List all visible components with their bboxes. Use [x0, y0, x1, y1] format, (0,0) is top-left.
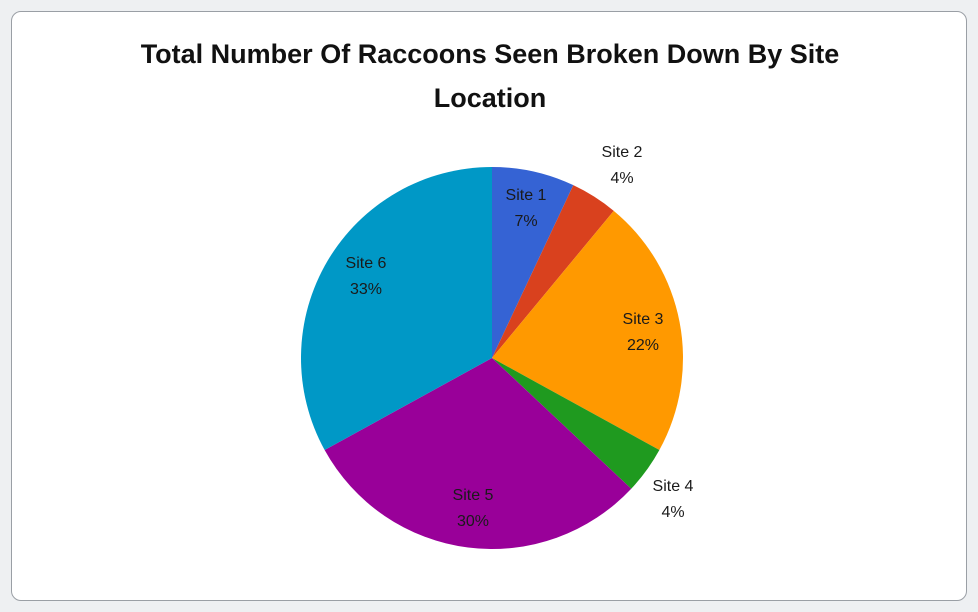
data-label-name-site-4: Site 4 — [653, 478, 694, 495]
data-label-name-site-1: Site 1 — [506, 187, 547, 204]
pie-slice-site-5 — [324, 358, 632, 549]
data-label-percent-site-6: 33% — [350, 281, 382, 298]
data-label-name-site-3: Site 3 — [623, 311, 664, 328]
pie-slice-site-1 — [492, 167, 574, 358]
pie-slice-site-6 — [301, 167, 492, 451]
data-label-name-site-5: Site 5 — [453, 487, 494, 504]
data-label-name-site-2: Site 2 — [602, 144, 643, 161]
pie-slice-site-2 — [492, 185, 614, 358]
pie-slice-site-3 — [492, 210, 683, 451]
data-label-percent-site-5: 30% — [457, 513, 489, 530]
data-label-percent-site-2: 4% — [610, 170, 633, 187]
chart-title-line-1: Total Number Of Raccoons Seen Broken Dow… — [140, 39, 840, 69]
data-label-percent-site-3: 22% — [627, 337, 659, 354]
pie-slice-site-4 — [492, 358, 660, 489]
data-label-percent-site-4: 4% — [661, 504, 684, 521]
chart-title-line-2: Location — [433, 83, 547, 113]
chart-title: Total Number Of Raccoons Seen Broken Dow… — [12, 32, 968, 120]
data-label-name-site-6: Site 6 — [346, 255, 387, 272]
data-label-percent-site-1: 7% — [514, 213, 537, 230]
